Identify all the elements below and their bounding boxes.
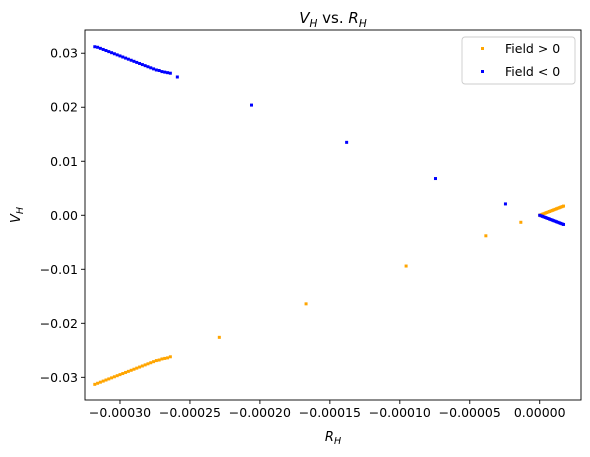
point-series-0-31 [484, 234, 488, 238]
point-series-1-28 [175, 75, 179, 79]
legend: Field > 0 Field < 0 [461, 36, 576, 85]
point-series-0-50 [562, 204, 566, 208]
point-series-0-19 [146, 362, 150, 366]
point-series-0-14 [132, 367, 136, 371]
y-tick-label: −0.02 [40, 316, 78, 331]
point-series-1-19 [146, 65, 150, 69]
legend-marker-field-positive [481, 47, 484, 50]
point-series-0-22 [154, 359, 158, 363]
x-axis-title: RH [325, 430, 341, 447]
point-series-0-4 [104, 378, 108, 382]
legend-marker-field-negative [481, 70, 484, 73]
x-tick-label: −0.00015 [299, 405, 361, 420]
point-series-0-3 [101, 379, 105, 383]
point-series-0-8 [115, 374, 119, 378]
y-tick-label: −0.03 [40, 370, 78, 385]
point-series-0-5 [107, 377, 111, 381]
point-series-1-50 [562, 222, 566, 226]
point-series-1-18 [143, 64, 147, 68]
chart-title: VH vs. RH [299, 9, 367, 30]
point-series-1-14 [132, 59, 136, 63]
point-series-0-12 [126, 369, 130, 373]
point-series-0-29 [304, 302, 308, 306]
point-series-0-6 [110, 376, 114, 380]
x-tick-label: −0.00005 [439, 405, 501, 420]
point-series-1-26 [166, 71, 170, 75]
point-series-1-8 [115, 53, 119, 57]
point-series-0-2 [98, 380, 102, 384]
point-series-1-1 [96, 45, 100, 49]
point-series-0-25 [163, 356, 167, 360]
y-tick-label: 0.01 [50, 154, 78, 169]
point-series-1-11 [124, 56, 128, 60]
point-series-0-21 [152, 360, 156, 364]
point-series-1-21 [152, 67, 156, 71]
point-series-0-23 [157, 358, 161, 362]
point-series-0-9 [118, 373, 122, 377]
point-series-1-4 [104, 49, 108, 53]
point-series-1-23 [157, 69, 161, 73]
point-series-1-22 [154, 68, 158, 72]
point-series-0-24 [160, 357, 164, 361]
point-series-1-12 [126, 57, 130, 61]
y-tick-label: 0.02 [50, 100, 78, 115]
point-series-0-16 [138, 365, 142, 369]
point-series-1-27 [168, 71, 172, 75]
legend-label-field-positive: Field > 0 [505, 41, 560, 56]
point-series-0-10 [121, 372, 125, 376]
point-series-1-31 [433, 177, 437, 181]
point-series-1-29 [250, 103, 253, 107]
x-tick-label: 0.00000 [514, 405, 566, 420]
y-tick-label: −0.01 [40, 262, 78, 277]
point-series-1-5 [107, 50, 111, 54]
point-series-1-25 [163, 70, 167, 74]
point-series-1-6 [110, 51, 114, 55]
point-series-0-32 [519, 220, 523, 224]
point-series-0-18 [143, 363, 147, 367]
point-series-0-26 [166, 356, 170, 360]
point-series-1-17 [140, 63, 144, 67]
point-series-0-30 [404, 264, 408, 268]
y-axis-title: VH [9, 207, 26, 223]
point-series-0-0 [93, 382, 97, 386]
x-tick-label: −0.00030 [89, 405, 151, 420]
legend-label-field-negative: Field < 0 [505, 64, 560, 79]
point-series-1-0 [93, 45, 97, 49]
point-series-0-17 [140, 364, 144, 368]
point-series-1-16 [138, 61, 142, 65]
x-tick-label: −0.00025 [159, 405, 221, 420]
point-series-1-7 [112, 52, 116, 56]
y-tick-label: 0.00 [50, 208, 78, 223]
point-series-1-3 [101, 47, 105, 51]
point-series-0-27 [168, 355, 172, 359]
point-series-1-2 [98, 46, 102, 50]
x-axis-ticks: −0.00030 −0.00025 −0.00020 −0.00015 −0.00010… [89, 400, 566, 420]
y-tick-label: 0.03 [50, 46, 78, 61]
point-series-1-15 [135, 60, 139, 64]
point-series-0-20 [149, 361, 153, 365]
y-axis-ticks: −0.03 −0.02 −0.01 0.00 0.01 0.02 0.03 [40, 46, 85, 385]
point-series-0-7 [112, 375, 116, 379]
legend-box [461, 36, 576, 85]
point-series-1-32 [503, 202, 507, 206]
x-tick-label: −0.00020 [229, 405, 291, 420]
point-series-0-1 [96, 381, 100, 385]
point-series-0-28 [217, 335, 221, 339]
x-tick-label: −0.00010 [369, 405, 431, 420]
point-series-0-13 [129, 368, 133, 372]
point-series-1-30 [345, 140, 349, 144]
point-series-1-24 [160, 70, 164, 74]
data-points [93, 45, 566, 386]
point-series-0-15 [135, 366, 139, 370]
point-series-1-9 [118, 54, 122, 58]
point-series-1-20 [149, 66, 153, 70]
point-series-1-10 [121, 55, 125, 59]
point-series-1-13 [129, 58, 133, 62]
point-series-0-11 [124, 370, 128, 374]
